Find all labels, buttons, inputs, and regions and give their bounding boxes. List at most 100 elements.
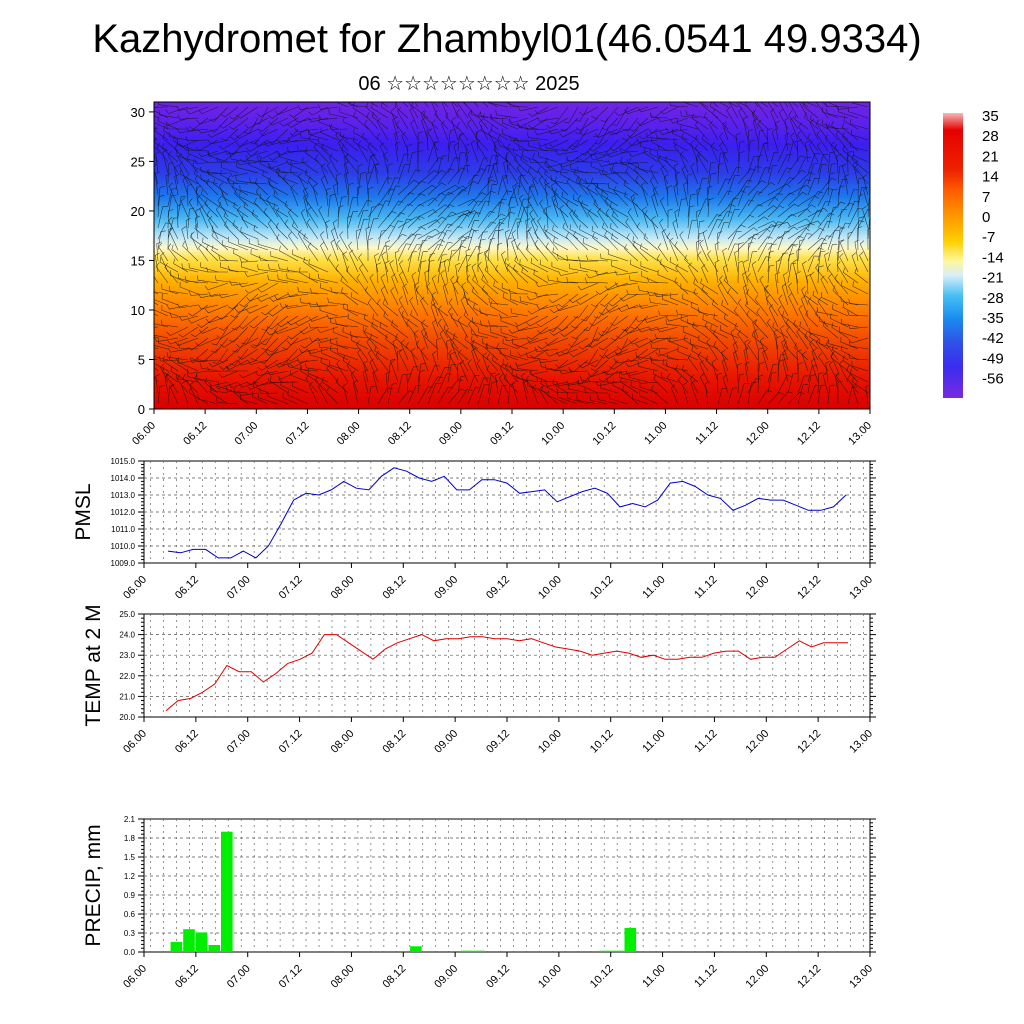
wind-barb (221, 162, 239, 174)
wind-barb (656, 254, 669, 273)
wind-barb (688, 262, 699, 284)
wind-barb (516, 373, 539, 383)
x-tick-label: 10.00 (536, 728, 564, 756)
wind-barb (177, 153, 189, 174)
wind-barb (695, 134, 709, 152)
wind-barb (447, 226, 463, 240)
wind-barb (317, 382, 329, 405)
wind-barb (182, 176, 189, 196)
wind-barb (627, 348, 649, 362)
wind-barb (709, 120, 719, 141)
wind-barb (282, 128, 299, 143)
wind-barb (765, 284, 779, 306)
wind-barb (450, 337, 459, 361)
wind-barb (497, 198, 507, 218)
wind-barb (467, 175, 479, 196)
wind-barb (447, 189, 468, 207)
wind-barb (420, 110, 429, 130)
wind-barb (695, 239, 701, 262)
wind-barb (477, 261, 489, 284)
wind-barb (807, 210, 823, 229)
wind-barb (839, 326, 859, 339)
wind-barb (574, 106, 589, 122)
wind-barb (516, 117, 539, 128)
wind-barb (839, 239, 849, 262)
wind-barb (790, 116, 799, 141)
x-tick-label: 12.00 (743, 728, 771, 756)
wind-barb (451, 117, 459, 141)
wind-barb (767, 363, 779, 383)
wind-barb (544, 161, 569, 168)
wind-barb (670, 292, 689, 306)
wind-barb (660, 259, 679, 273)
wind-barb (417, 150, 423, 173)
wind-barb (308, 381, 319, 405)
wind-barb (382, 299, 399, 317)
wind-barb (236, 162, 259, 174)
x-tick-label: 07.12 (277, 728, 305, 756)
wind-barb (722, 121, 729, 141)
wind-barb (647, 290, 669, 296)
wind-barb (529, 209, 539, 229)
wind-barb (187, 315, 209, 324)
wind-barb (343, 382, 349, 405)
wind-barb (197, 128, 219, 134)
wind-barb (598, 326, 619, 337)
wind-barb (531, 384, 539, 405)
wind-barb (595, 381, 619, 387)
wind-barb (752, 319, 759, 339)
wind-barb (161, 293, 179, 306)
wind-barb (477, 200, 491, 218)
wind-barb (599, 348, 619, 359)
wind-barb (627, 208, 639, 229)
wind-barb (592, 326, 609, 342)
wind-barb (687, 219, 697, 240)
wind-barb (200, 174, 219, 185)
wind-barb (367, 203, 384, 218)
wind-barb (788, 292, 799, 317)
wind-barb (267, 176, 279, 196)
wind-barb (519, 259, 539, 273)
wind-barb (778, 109, 789, 130)
wind-barb (767, 164, 778, 185)
wind-barb (585, 178, 609, 185)
wind-barb (636, 348, 659, 361)
wind-barb (757, 205, 778, 218)
wind-barb (816, 142, 829, 163)
wind-barb (305, 362, 329, 372)
wind-barb (195, 337, 219, 347)
wind-barb (247, 150, 269, 157)
wind-barb (519, 194, 529, 218)
wind-barb (317, 104, 339, 110)
wind-barb (263, 207, 279, 229)
wind-barb (497, 229, 504, 251)
x-tick-label: 08.00 (329, 963, 357, 991)
wind-barb (712, 102, 719, 108)
wind-barb (542, 207, 559, 229)
wind-barb (593, 199, 609, 218)
x-tick-label: 12.12 (795, 420, 823, 448)
wind-barb (599, 139, 619, 156)
wind-barb (628, 150, 649, 157)
x-tick-label: 10.12 (588, 574, 616, 602)
wind-barb (308, 106, 329, 116)
wind-barb (807, 255, 820, 273)
wind-barb (415, 285, 429, 306)
wind-barb (847, 220, 865, 240)
wind-barb (787, 141, 799, 163)
wind-barb (300, 132, 319, 141)
wind-barb (702, 229, 709, 251)
wind-barb (737, 330, 749, 350)
wind-barb (532, 176, 539, 196)
wind-barb (399, 260, 409, 284)
colorbar-label: 35 (982, 108, 999, 125)
wind-barb (372, 313, 389, 328)
wind-barb (727, 209, 740, 229)
wind-barb (233, 248, 249, 262)
wind-barb (257, 264, 279, 273)
wind-barb (848, 353, 869, 361)
wind-barb (456, 102, 469, 119)
wind-barb (411, 272, 419, 295)
wind-barb (604, 348, 629, 359)
